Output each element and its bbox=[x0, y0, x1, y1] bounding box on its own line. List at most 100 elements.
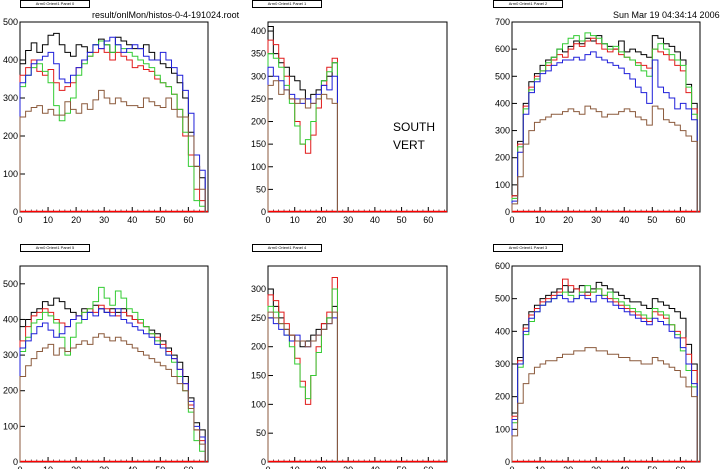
panel-title-4: Arm0 Orient1 Panel 4 bbox=[252, 244, 322, 252]
series-green-0 bbox=[19, 40, 206, 212]
y-tick-label-2-4: 400 bbox=[495, 98, 510, 108]
x-tick-label-3-3: 30 bbox=[99, 465, 109, 469]
y-tick-label-3-5: 500 bbox=[3, 279, 18, 289]
x-tick-label-3-0: 0 bbox=[17, 465, 22, 469]
y-tick-label-2-0: 0 bbox=[505, 207, 510, 217]
x-tick-label-2-5: 50 bbox=[647, 215, 657, 225]
y-tick-label-4-2: 100 bbox=[251, 399, 266, 409]
y-tick-label-3-4: 400 bbox=[3, 314, 18, 324]
series-brown-3 bbox=[19, 333, 206, 462]
series-green-3 bbox=[19, 286, 206, 462]
panel-title-0: Arm0 Orient1 Panel 0 bbox=[20, 0, 90, 8]
x-tick-label-0-4: 40 bbox=[127, 215, 137, 225]
x-tick-label-5-2: 20 bbox=[563, 465, 573, 469]
series-black-5 bbox=[511, 281, 698, 462]
x-tick-label-0-3: 30 bbox=[99, 215, 109, 225]
x-tick-label-5-6: 60 bbox=[675, 465, 685, 469]
x-tick-label-4-6: 60 bbox=[423, 465, 433, 469]
file-path-label: result/onlMon/histos-0-4-191024.root bbox=[92, 10, 240, 20]
y-tick-label-2-6: 600 bbox=[495, 44, 510, 54]
x-tick-label-1-4: 40 bbox=[370, 215, 380, 225]
y-tick-label-0-1: 100 bbox=[3, 169, 18, 179]
series-blue-1 bbox=[267, 66, 338, 212]
y-tick-label-4-5: 250 bbox=[251, 313, 266, 323]
y-tick-label-5-2: 200 bbox=[495, 392, 510, 402]
y-tick-label-5-4: 400 bbox=[495, 326, 510, 336]
x-tick-label-0-1: 10 bbox=[43, 215, 53, 225]
x-tick-label-1-5: 50 bbox=[397, 215, 407, 225]
x-tick-label-0-6: 60 bbox=[183, 215, 193, 225]
panel-title-2: Arm0 Orient1 Panel 2 bbox=[493, 0, 563, 8]
y-tick-label-2-7: 700 bbox=[495, 17, 510, 27]
x-tick-label-1-3: 30 bbox=[343, 215, 353, 225]
y-tick-label-2-5: 500 bbox=[495, 71, 510, 81]
y-tick-label-4-3: 150 bbox=[251, 371, 266, 381]
annotation-south: SOUTH bbox=[393, 120, 435, 134]
panel-title-1: Arm0 Orient1 Panel 1 bbox=[252, 0, 322, 8]
series-black-2 bbox=[511, 35, 698, 212]
series-blue-3 bbox=[19, 308, 206, 462]
series-brown-1 bbox=[267, 80, 338, 212]
series-brown-0 bbox=[19, 89, 206, 212]
x-tick-label-2-0: 0 bbox=[509, 215, 514, 225]
y-tick-label-5-0: 0 bbox=[505, 457, 510, 467]
y-tick-label-4-4: 200 bbox=[251, 342, 266, 352]
y-tick-label-3-3: 300 bbox=[3, 350, 18, 360]
y-tick-label-1-0: 0 bbox=[261, 207, 266, 217]
x-tick-label-2-1: 10 bbox=[535, 215, 545, 225]
y-tick-label-1-5: 250 bbox=[251, 94, 266, 104]
y-tick-label-5-6: 600 bbox=[495, 261, 510, 271]
x-tick-label-4-3: 30 bbox=[343, 465, 353, 469]
x-tick-label-3-6: 60 bbox=[183, 465, 193, 469]
series-blue-0 bbox=[19, 36, 206, 212]
y-tick-label-0-5: 500 bbox=[3, 17, 18, 27]
x-tick-label-0-2: 20 bbox=[71, 215, 81, 225]
y-tick-label-2-2: 200 bbox=[495, 153, 510, 163]
series-blue-4 bbox=[267, 317, 338, 462]
y-tick-label-1-7: 350 bbox=[251, 49, 266, 59]
x-tick-label-2-2: 20 bbox=[563, 215, 573, 225]
x-tick-label-1-6: 60 bbox=[423, 215, 433, 225]
x-tick-label-3-1: 10 bbox=[43, 465, 53, 469]
x-tick-label-5-5: 50 bbox=[647, 465, 657, 469]
series-brown-5 bbox=[511, 347, 698, 462]
series-blue-5 bbox=[511, 294, 698, 462]
x-tick-label-5-3: 30 bbox=[591, 465, 601, 469]
x-tick-label-0-0: 0 bbox=[17, 215, 22, 225]
x-tick-label-3-4: 40 bbox=[127, 465, 137, 469]
y-tick-label-4-0: 0 bbox=[261, 457, 266, 467]
series-red-2 bbox=[511, 37, 698, 212]
x-tick-label-0-5: 50 bbox=[155, 215, 165, 225]
y-tick-label-1-4: 200 bbox=[251, 117, 266, 127]
y-tick-label-0-0: 0 bbox=[13, 207, 18, 217]
panel-title-3: Arm0 Orient1 Panel 5 bbox=[20, 244, 90, 252]
x-tick-label-4-2: 20 bbox=[316, 465, 326, 469]
x-tick-label-4-5: 50 bbox=[397, 465, 407, 469]
y-tick-label-3-2: 200 bbox=[3, 386, 18, 396]
y-tick-label-3-1: 100 bbox=[3, 421, 18, 431]
x-tick-label-5-1: 10 bbox=[535, 465, 545, 469]
date-label: Sun Mar 19 04:34:14 2006 bbox=[613, 10, 720, 20]
x-tick-label-4-0: 0 bbox=[265, 465, 270, 469]
y-tick-label-5-5: 500 bbox=[495, 294, 510, 304]
x-tick-label-1-1: 10 bbox=[290, 215, 300, 225]
panel-title-5: Arm0 Orient1 Panel 3 bbox=[493, 244, 563, 252]
series-brown-4 bbox=[267, 311, 338, 462]
x-tick-label-4-1: 10 bbox=[290, 465, 300, 469]
y-tick-label-4-6: 300 bbox=[251, 284, 266, 294]
y-tick-label-1-6: 300 bbox=[251, 71, 266, 81]
annotation-vert: VERT bbox=[393, 138, 425, 152]
series-brown-2 bbox=[511, 105, 698, 212]
y-tick-label-4-1: 50 bbox=[256, 428, 266, 438]
series-blue-2 bbox=[511, 51, 698, 212]
x-tick-label-3-5: 50 bbox=[155, 465, 165, 469]
x-tick-label-1-2: 20 bbox=[316, 215, 326, 225]
y-tick-label-1-1: 50 bbox=[256, 184, 266, 194]
y-tick-label-2-3: 300 bbox=[495, 126, 510, 136]
x-tick-label-4-4: 40 bbox=[370, 465, 380, 469]
y-tick-label-2-1: 100 bbox=[495, 180, 510, 190]
series-green-1 bbox=[267, 53, 338, 212]
y-tick-label-1-8: 400 bbox=[251, 26, 266, 36]
series-black-3 bbox=[19, 297, 206, 462]
